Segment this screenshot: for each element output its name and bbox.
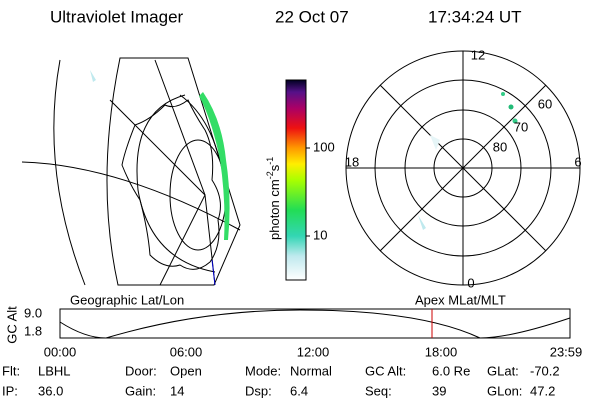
colorbar-label: photon cm-2s-1 <box>265 157 282 240</box>
info-key: Door: <box>125 363 157 378</box>
info-value: 39 <box>432 383 446 398</box>
lat-label: 80 <box>493 139 507 154</box>
orbit-y-tick: 1.8 <box>24 323 42 338</box>
info-key: Dsp: <box>245 383 272 398</box>
info-key: Mode: <box>245 363 281 378</box>
orbit-x-tick: 06:00 <box>170 344 203 359</box>
exponent: -2 <box>265 171 275 179</box>
info-value: LBHL <box>38 363 71 378</box>
info-value: 6.4 <box>290 383 308 398</box>
lat-label: 70 <box>514 119 528 134</box>
mlt-label: 6 <box>574 154 581 169</box>
orbit-frame <box>59 308 571 339</box>
orbit-x-tick: 12:00 <box>297 344 330 359</box>
colorbar <box>285 79 307 281</box>
exponent: -1 <box>265 157 275 165</box>
info-key: Flt: <box>2 363 20 378</box>
info-key: GLat: <box>487 363 519 378</box>
colorbar-tick-label: 100 <box>313 139 335 154</box>
info-key: GC Alt: <box>365 363 406 378</box>
unit: s <box>267 164 282 171</box>
info-key: Gain: <box>125 383 156 398</box>
orbit-curve <box>59 309 571 339</box>
orbit-right-title: Apex MLat/MLT <box>415 292 506 307</box>
orbit-y-tick: 9.0 <box>24 305 42 320</box>
orbit-y-label: GC Alt <box>4 306 19 344</box>
info-value: 6.0 Re <box>432 363 470 378</box>
info-value: -70.2 <box>530 363 560 378</box>
mlt-label: 12 <box>471 47 485 62</box>
orbit-x-tick: 00:00 <box>44 344 77 359</box>
mlt-label: 0 <box>467 275 474 290</box>
lat-label: 60 <box>538 96 552 111</box>
mlt-label: 18 <box>345 154 359 169</box>
polar-plot <box>345 50 581 286</box>
info-key: GLon: <box>487 383 522 398</box>
instrument: Ultraviolet Imager <box>50 7 184 26</box>
orbit-left-title: Geographic Lat/Lon <box>70 292 184 307</box>
info-value: Normal <box>290 363 332 378</box>
info-value: 47.2 <box>530 383 555 398</box>
orbit-x-tick: 23:59 <box>550 344 583 359</box>
geographic-map <box>21 57 241 286</box>
time: 17:34:24 UT <box>428 7 522 26</box>
info-value: 36.0 <box>38 383 63 398</box>
unit: photon cm <box>267 179 282 240</box>
info-value: Open <box>170 363 202 378</box>
info-key: IP: <box>2 383 18 398</box>
info-key: Seq: <box>365 383 392 398</box>
date: 22 Oct 07 <box>275 7 349 26</box>
info-panel: Flt: LBHL Door: Open Mode: Normal GC Alt: 6.0 R… <box>2 363 560 398</box>
info-value: 14 <box>170 383 184 398</box>
colorbar-tick-label: 10 <box>313 227 327 242</box>
orbit-x-tick: 18:00 <box>425 344 458 359</box>
